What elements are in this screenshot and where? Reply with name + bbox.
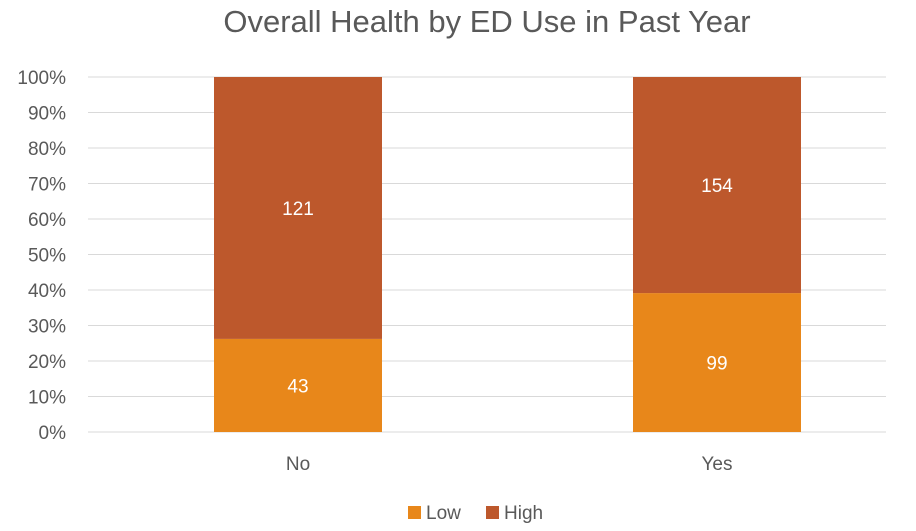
y-tick-label: 40% xyxy=(28,281,66,302)
y-tick-label: 70% xyxy=(28,175,66,196)
legend-label-high: High xyxy=(504,503,543,524)
y-tick-label: 80% xyxy=(28,139,66,160)
y-tick-label: 100% xyxy=(17,68,66,89)
y-tick-label: 90% xyxy=(28,104,66,125)
x-axis-ticks: No Yes xyxy=(286,454,733,475)
data-label-high-yes: 154 xyxy=(701,176,733,197)
y-axis-ticks: 0% 10% 20% 30% 40% 50% 60% 70% 80% 90% 100% xyxy=(17,68,66,444)
chart-title: Overall Health by ED Use in Past Year xyxy=(223,4,750,39)
y-tick-label: 0% xyxy=(39,423,67,444)
y-tick-label: 50% xyxy=(28,246,66,267)
data-label-low-no: 43 xyxy=(287,376,308,397)
legend-label-low: Low xyxy=(426,503,461,524)
legend-swatch-low xyxy=(408,506,421,519)
legend-swatch-high xyxy=(486,506,499,519)
y-tick-label: 60% xyxy=(28,210,66,231)
y-tick-label: 10% xyxy=(28,388,66,409)
data-label-high-no: 121 xyxy=(282,199,314,220)
legend: Low High xyxy=(408,503,543,524)
y-tick-label: 20% xyxy=(28,352,66,373)
data-label-low-yes: 99 xyxy=(706,354,727,375)
x-category-label: Yes xyxy=(702,454,733,475)
x-category-label: No xyxy=(286,454,310,475)
y-tick-label: 30% xyxy=(28,317,66,338)
